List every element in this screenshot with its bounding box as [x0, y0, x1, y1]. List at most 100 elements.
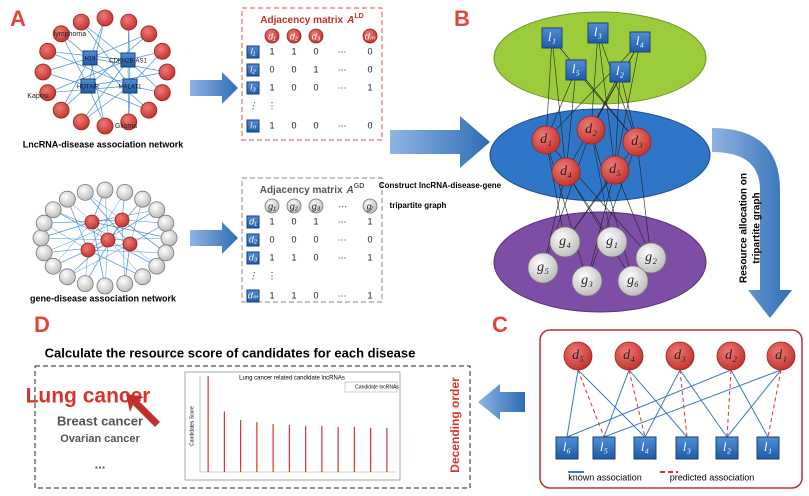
matrix-title: Adjacency matrix AGD [260, 183, 365, 196]
matrix-cell: 0 [313, 290, 318, 300]
disease-node [140, 25, 158, 43]
edge [767, 369, 782, 438]
caption: LncRNA-disease association network [23, 139, 185, 149]
gene-node [35, 244, 53, 262]
column-label: ⋯ [338, 201, 347, 211]
edge [590, 129, 613, 243]
score-bar [207, 376, 209, 472]
disease-node [80, 242, 96, 258]
disease-node [120, 13, 138, 31]
edge [44, 219, 123, 224]
matrix-cell: 0 [313, 120, 318, 130]
matrix-cell: ⋯ [338, 64, 347, 74]
resource-text: tripartite graph [752, 192, 763, 263]
disease-node [39, 42, 57, 60]
matrix-cell: 1 [269, 46, 274, 56]
construct-text: tripartite graph [390, 201, 447, 210]
edge [628, 369, 646, 438]
lncrna-node [541, 27, 563, 49]
matrix-cell: 1 [269, 82, 274, 92]
arrow [190, 72, 238, 104]
node-label: l₁ [764, 439, 772, 454]
edge [614, 71, 621, 171]
construct-text: Construct lncRNA-disease-gene [379, 181, 502, 190]
disease-node [84, 214, 100, 230]
edge [87, 192, 125, 251]
row-label: d₃ [249, 252, 258, 262]
score-bar [353, 426, 355, 472]
score-bar [337, 426, 339, 472]
pointer-arrow [126, 394, 160, 427]
matrix-cell: ⋯ [338, 290, 347, 300]
edge [87, 249, 143, 278]
matrix-cell: ⋯ [338, 46, 347, 56]
legend-box [344, 381, 398, 393]
edge [590, 32, 599, 131]
disease-rank: Ovarian cancer [60, 433, 140, 445]
gene-node [571, 265, 603, 297]
gene-node [32, 229, 50, 247]
matrix-gd-box [241, 177, 383, 303]
gene-node [58, 190, 76, 208]
matrix-cell: 0 [291, 120, 296, 130]
lncrna-node [122, 78, 138, 94]
disease-node [34, 63, 52, 81]
panel-d-box [34, 365, 471, 489]
hub-label: H19 [84, 57, 96, 63]
matrix-cell: ⋮ [268, 100, 277, 110]
disease-node [96, 9, 114, 27]
caption: gene-disease association network [30, 293, 177, 303]
node-label: g₂ [645, 250, 657, 265]
edge [679, 369, 728, 438]
arrow [190, 222, 238, 254]
arrow [478, 384, 525, 420]
gene-node [134, 268, 152, 286]
matrix-cell: ⋮ [268, 270, 277, 280]
edge [89, 57, 150, 111]
edge [726, 369, 782, 438]
edge [81, 85, 131, 123]
panel-c-box [539, 329, 803, 489]
score-bar [272, 424, 274, 472]
matrix-cell: 1 [291, 46, 296, 56]
disease-node [600, 155, 630, 185]
panel-label: D [34, 312, 50, 337]
column-node [264, 28, 280, 44]
matrix-title-part: A [346, 185, 354, 196]
row-label: lₙ [250, 120, 256, 130]
disease-node [120, 113, 138, 131]
node-label: d₅ [609, 162, 621, 177]
edge [586, 141, 638, 282]
edge [121, 219, 126, 284]
gene-node [134, 190, 152, 208]
gene-layer [493, 211, 707, 313]
disease-rank: Breast cancer [57, 413, 143, 428]
edge [590, 129, 634, 282]
node-label: d₁ [775, 348, 787, 363]
edge [577, 369, 605, 438]
gene-node [44, 257, 62, 275]
row-node [246, 251, 260, 265]
legend-label: predicted association [670, 472, 755, 482]
edge [67, 243, 131, 278]
matrix-cell: ⋯ [338, 216, 347, 226]
edge [597, 32, 616, 171]
y-label: Candidates Score [189, 406, 195, 446]
column-node [308, 198, 324, 214]
disease-node [52, 25, 70, 43]
edge [575, 69, 638, 143]
score-bar [288, 424, 290, 472]
gene-node [44, 201, 62, 219]
matrix-cell: 1 [313, 216, 318, 226]
lncrna-node [565, 59, 587, 81]
matrix-superscript: LD [354, 13, 363, 20]
disease-node [52, 101, 70, 119]
edge [603, 369, 630, 438]
row-node [246, 215, 260, 229]
matrix-title-part: Adjacency matrix [260, 15, 343, 26]
lncrna-node [592, 436, 616, 460]
edge [545, 139, 566, 243]
matrix-cell: 0 [367, 46, 372, 56]
edge [565, 171, 634, 282]
